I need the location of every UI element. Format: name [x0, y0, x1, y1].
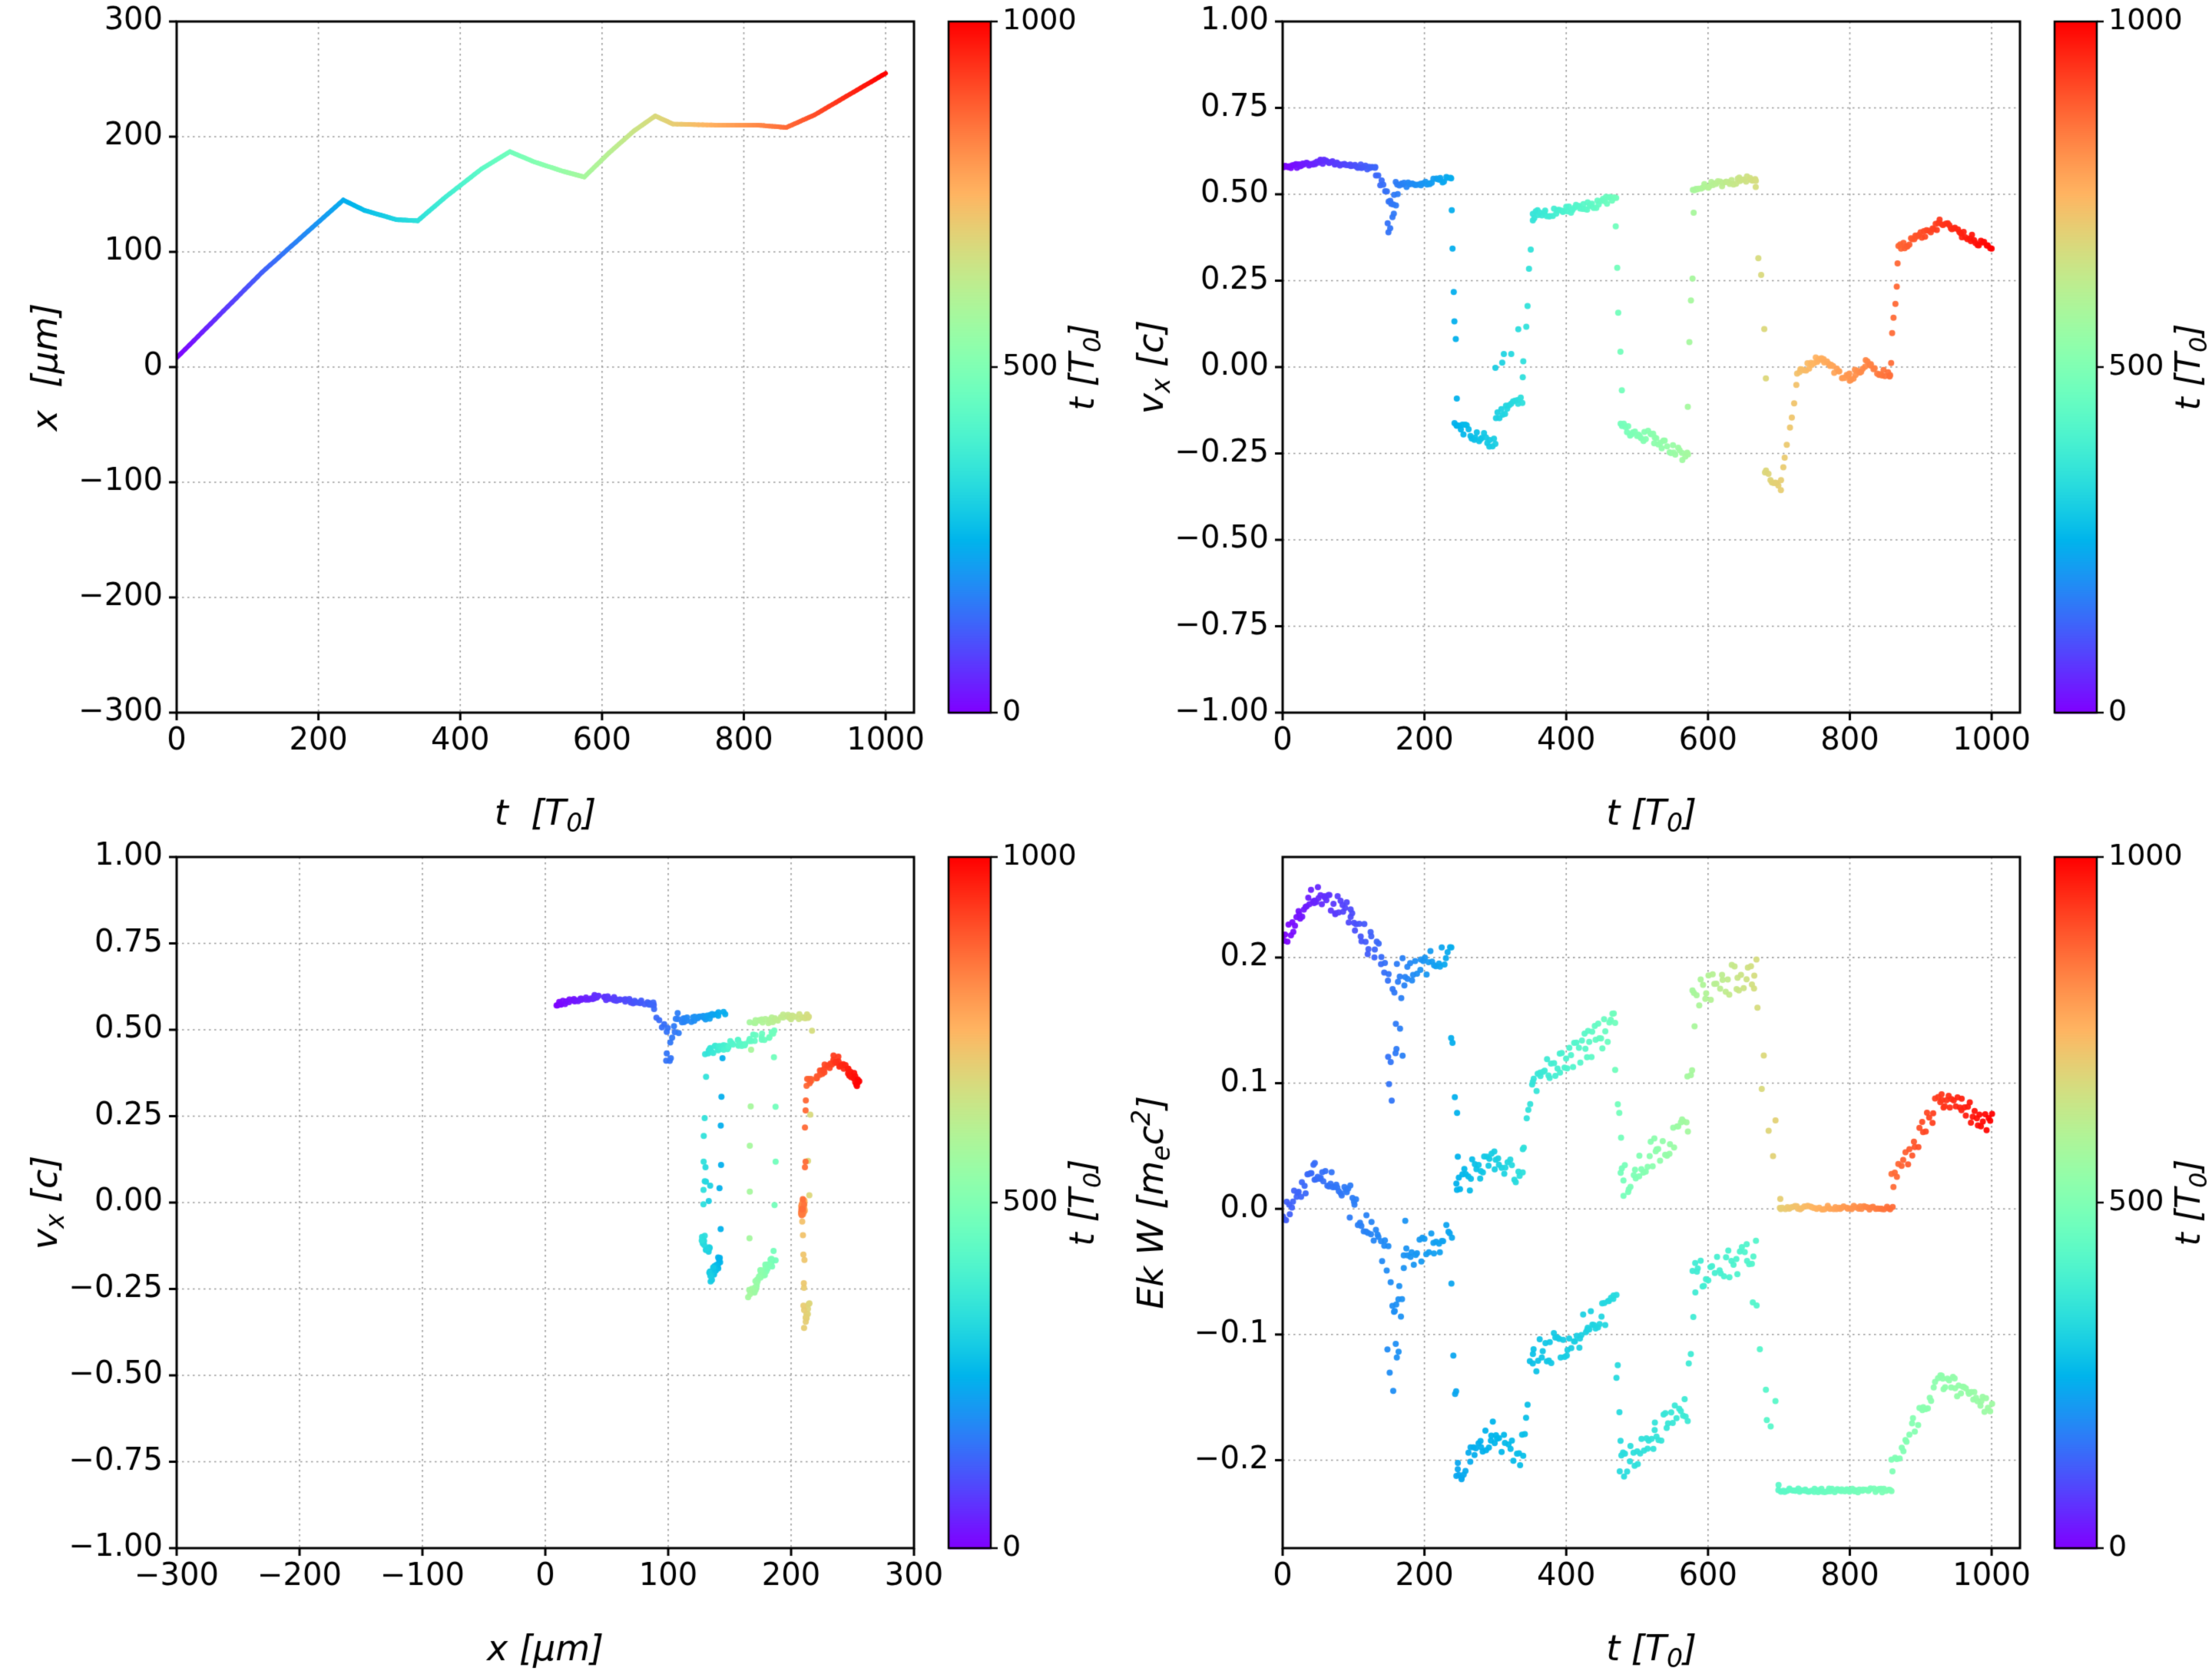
- panel-x-vs-t: [0, 0, 1106, 836]
- chart-vx-vs-x-canvas: [0, 836, 1106, 1671]
- panel-ek-w-vs-t: [1106, 836, 2212, 1671]
- panel-vx-vs-t: [1106, 0, 2212, 836]
- panel-vx-vs-x: [0, 836, 1106, 1671]
- chart-vx-vs-t-canvas: [1106, 0, 2212, 836]
- chart-ek-w-vs-t-canvas: [1106, 836, 2212, 1671]
- chart-x-vs-t-canvas: [0, 0, 1106, 836]
